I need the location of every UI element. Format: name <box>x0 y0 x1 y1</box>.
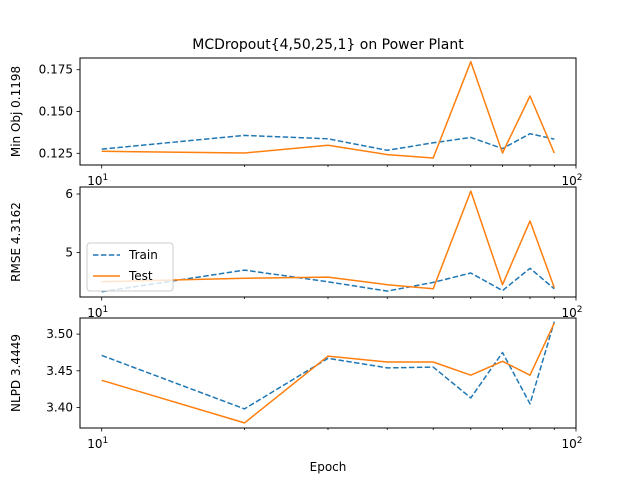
series-line-2-test <box>101 322 555 424</box>
plot-frame-2 <box>79 317 577 429</box>
x-tick-label-0-left: 101 <box>87 173 108 188</box>
x-tick-label-2-left: 101 <box>87 436 108 451</box>
y-tick-label-2-2: 3.50 <box>46 327 73 341</box>
legend-box <box>86 242 174 292</box>
legend: Train Test <box>86 242 174 292</box>
y-tick-label-2-1: 3.45 <box>46 364 73 378</box>
series-line-2-train <box>101 321 556 410</box>
y-axis-label-2: NLPD 3.4449 <box>9 334 23 412</box>
y-tick-label-1-1: 6 <box>65 187 73 201</box>
series-line-1-test <box>101 190 556 290</box>
x-tick-label-0-right: 102 <box>561 173 582 188</box>
y-axis-label-1: RMSE 4.3162 <box>9 202 23 282</box>
series-line-0-train <box>101 132 555 152</box>
y-tick-label-1-0: 5 <box>65 246 73 260</box>
y-axis-label-0: Min Obj 0.1198 <box>9 66 23 157</box>
x-tick-label-1-left: 101 <box>87 305 108 320</box>
legend-test-label: Test <box>128 269 153 283</box>
y-tick-label-0-2: 0.175 <box>39 63 73 77</box>
series-line-1-train <box>101 267 555 293</box>
x-tick-label-2-right: 102 <box>561 436 582 451</box>
x-tick-label-1-right: 102 <box>561 305 582 320</box>
chart-title: MCDropout{4,50,25,1} on Power Plant <box>192 37 464 53</box>
y-tick-label-0-0: 0.125 <box>39 146 73 160</box>
legend-train-label: Train <box>128 248 158 262</box>
plot-frame-0 <box>79 57 577 166</box>
series-line-0-test <box>101 60 555 159</box>
plot-frame-1 <box>79 186 577 298</box>
x-axis-label: Epoch <box>310 460 347 474</box>
y-tick-label-0-1: 0.150 <box>39 105 73 119</box>
y-tick-label-2-0: 3.40 <box>46 400 73 414</box>
